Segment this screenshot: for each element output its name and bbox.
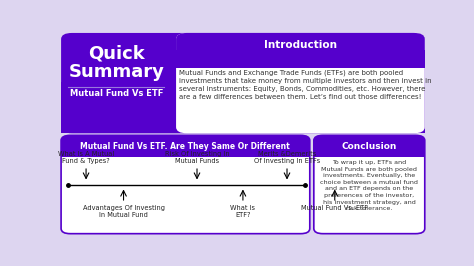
FancyBboxPatch shape: [314, 135, 425, 157]
FancyBboxPatch shape: [61, 135, 310, 234]
Text: What Is
ETF?: What Is ETF?: [230, 205, 255, 218]
Text: Merits &Demerits
Of Investing In ETFs: Merits &Demerits Of Investing In ETFs: [254, 151, 320, 164]
Bar: [176, 50, 425, 68]
Text: Mutual Fund Vs ETF: Mutual Fund Vs ETF: [70, 89, 163, 98]
Bar: [61, 146, 310, 157]
FancyBboxPatch shape: [176, 33, 425, 68]
FancyBboxPatch shape: [66, 37, 167, 125]
Text: Mutual Fund Vs ETF. Are They Same Or Different: Mutual Fund Vs ETF. Are They Same Or Dif…: [81, 142, 290, 151]
Text: Quick
Summary: Quick Summary: [69, 44, 164, 81]
FancyBboxPatch shape: [314, 135, 425, 234]
Text: Advantages Of Investing
In Mutual Fund: Advantages Of Investing In Mutual Fund: [82, 205, 164, 218]
Text: Mutual Fund Vs. ETF: Mutual Fund Vs. ETF: [301, 205, 368, 211]
FancyBboxPatch shape: [176, 33, 425, 133]
FancyBboxPatch shape: [61, 33, 425, 133]
FancyBboxPatch shape: [61, 135, 310, 157]
Bar: [314, 146, 425, 157]
Text: What Is A Mutual
Fund & Types?: What Is A Mutual Fund & Types?: [58, 151, 114, 164]
Text: Risk Of Investing In
Mutual Funds: Risk Of Investing In Mutual Funds: [164, 151, 229, 164]
Text: Introduction: Introduction: [264, 40, 337, 50]
Text: Mutual Funds and Exchange Trade Funds (ETFs) are both pooled
investments that ta: Mutual Funds and Exchange Trade Funds (E…: [179, 70, 432, 100]
Bar: [61, 82, 425, 133]
Text: To wrap it up, ETFs and
Mutual Funds are both pooled
investments. Eventually, th: To wrap it up, ETFs and Mutual Funds are…: [320, 160, 418, 211]
Text: Conclusion: Conclusion: [342, 142, 397, 151]
